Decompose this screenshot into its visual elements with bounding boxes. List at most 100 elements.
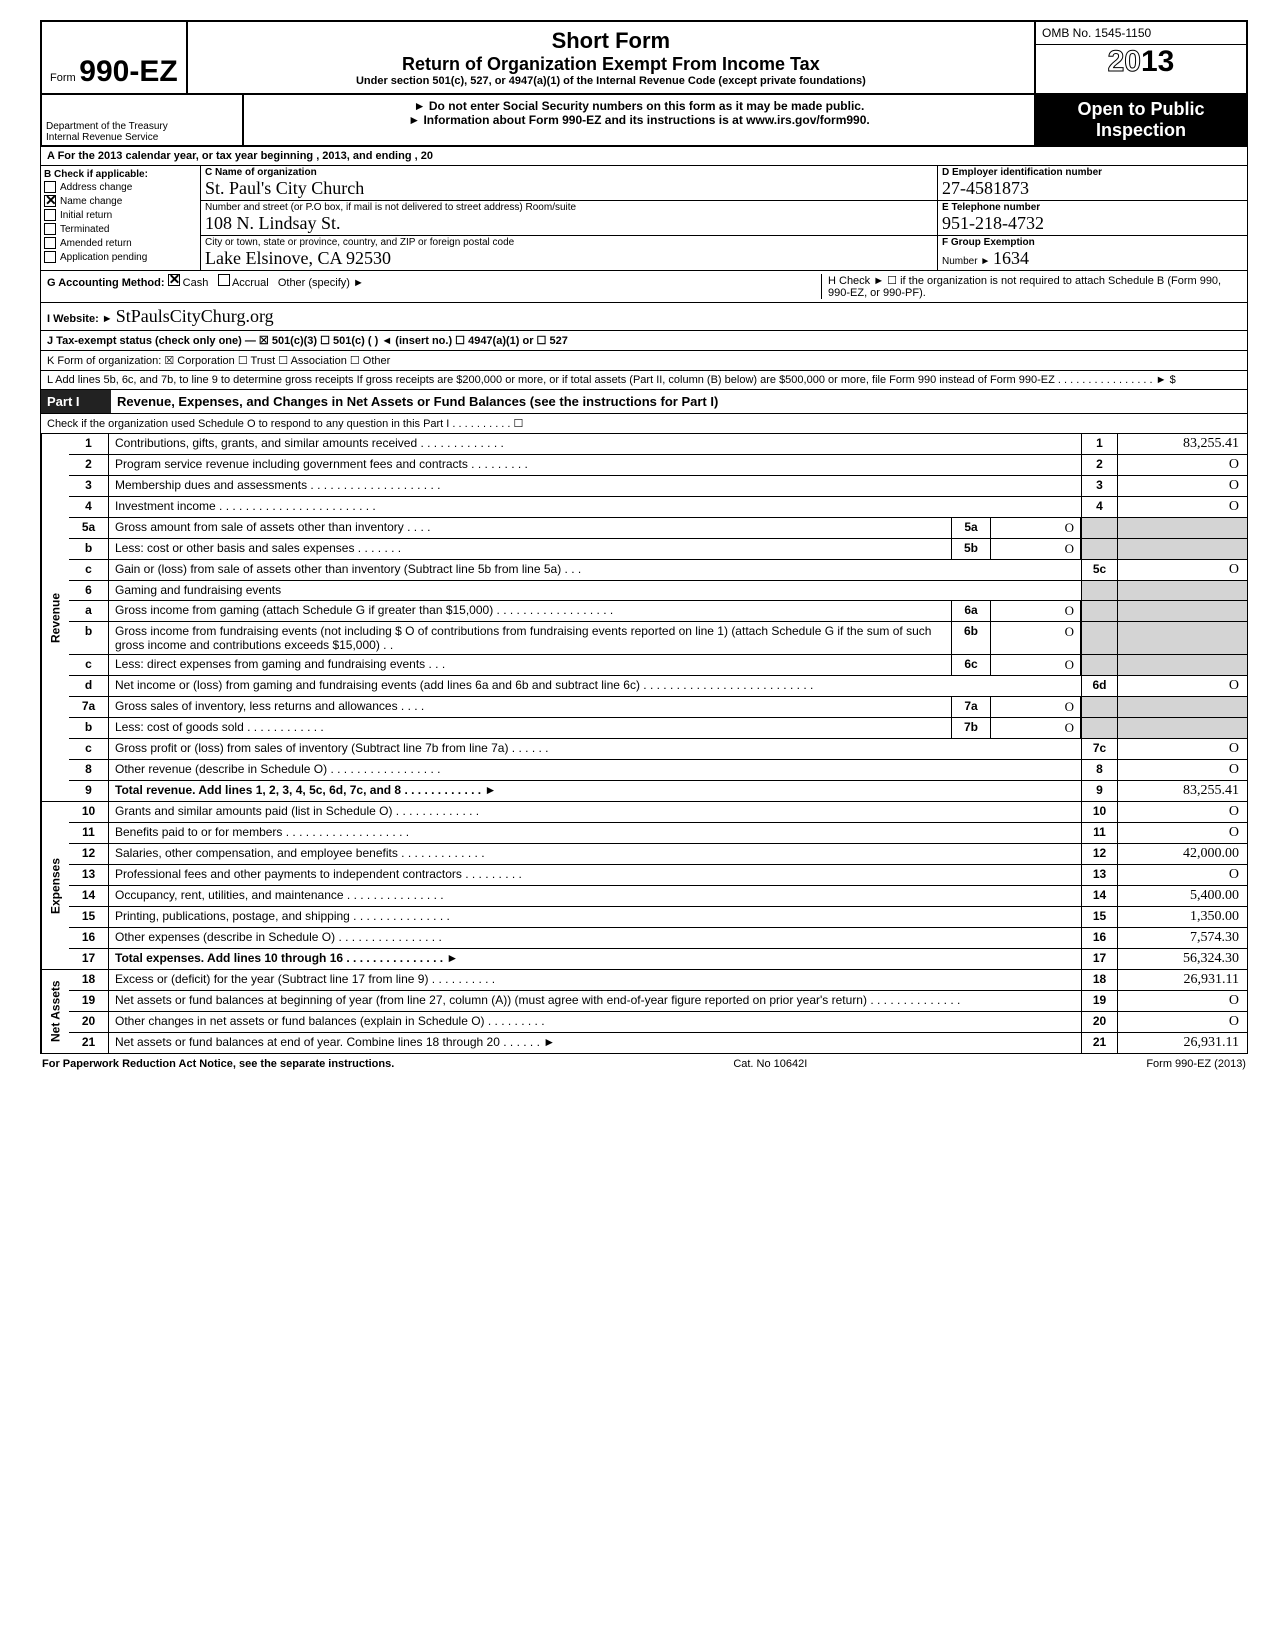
title-box: Short Form Return of Organization Exempt… — [188, 22, 1036, 93]
chk-amended-return[interactable]: Amended return — [44, 236, 197, 250]
chk-name-change[interactable]: Name change — [44, 194, 197, 208]
part1-checkline: Check if the organization used Schedule … — [40, 414, 1248, 434]
row-8: 8 Other revenue (describe in Schedule O)… — [69, 759, 1247, 780]
accrual-label: Accrual — [232, 277, 269, 289]
footer-mid: Cat. No 10642I — [733, 1058, 807, 1070]
row-2: 2 Program service revenue including gove… — [69, 454, 1247, 475]
section-b: B Check if applicable: Address change Na… — [41, 166, 201, 270]
omb-number: OMB No. 1545-1150 — [1036, 22, 1246, 45]
row-7c: c Gross profit or (loss) from sales of i… — [69, 738, 1247, 759]
row-3: 3 Membership dues and assessments . . . … — [69, 475, 1247, 496]
row-7b: b Less: cost of goods sold . . . . . . .… — [69, 717, 1247, 738]
line-g-label: G Accounting Method: — [47, 277, 165, 289]
org-city-label: City or town, state or province, country… — [205, 237, 933, 248]
line-k: K Form of organization: ☒ Corporation ☐ … — [40, 351, 1248, 371]
row-15: 15 Printing, publications, postage, and … — [69, 906, 1247, 927]
chk-cash[interactable] — [168, 274, 180, 286]
chk-terminated[interactable]: Terminated — [44, 222, 197, 236]
open-public: Open to Public — [1040, 99, 1242, 120]
cash-label: Cash — [183, 277, 209, 289]
row-5a: 5a Gross amount from sale of assets othe… — [69, 517, 1247, 538]
row-14: 14 Occupancy, rent, utilities, and maint… — [69, 885, 1247, 906]
org-addr-row: Number and street (or P.O box, if mail i… — [201, 201, 937, 236]
row-6b: b Gross income from fundraising events (… — [69, 621, 1247, 654]
row-12: 12 Salaries, other compensation, and emp… — [69, 843, 1247, 864]
revenue-block: Revenue 1 Contributions, gifts, grants, … — [40, 434, 1248, 802]
title-under: Under section 501(c), 527, or 4947(a)(1)… — [198, 75, 1024, 87]
form-number-box: Form 990-EZ — [42, 22, 188, 93]
row-1-rn: 1 — [1081, 434, 1117, 454]
dept-line1: Department of the Treasury — [46, 121, 238, 132]
row-21: 21 Net assets or fund balances at end of… — [69, 1032, 1247, 1053]
row-6: 6 Gaming and fundraising events — [69, 580, 1247, 600]
line-j: J Tax-exempt status (check only one) — ☒… — [40, 331, 1248, 351]
right-box: OMB No. 1545-1150 20201313 — [1036, 22, 1246, 93]
notice-info: ► Information about Form 990-EZ and its … — [250, 113, 1028, 127]
line-g: G Accounting Method: Cash Accrual Other … — [47, 274, 821, 299]
line-i: I Website: ► StPaulsCityChurg.org — [40, 303, 1248, 331]
row-10: 10 Grants and similar amounts paid (list… — [69, 802, 1247, 822]
notice-ssn: ► Do not enter Social Security numbers o… — [250, 99, 1028, 113]
public-notice-row: Department of the Treasury Internal Reve… — [40, 95, 1248, 147]
row-1: 1 Contributions, gifts, grants, and simi… — [69, 434, 1247, 454]
row-6d: d Net income or (loss) from gaming and f… — [69, 675, 1247, 696]
org-addr-label: Number and street (or P.O box, if mail i… — [205, 202, 933, 213]
row-18: 18 Excess or (deficit) for the year (Sub… — [69, 970, 1247, 990]
chk-address-change[interactable]: Address change — [44, 180, 197, 194]
row-4: 4 Investment income . . . . . . . . . . … — [69, 496, 1247, 517]
row-5c: c Gain or (loss) from sale of assets oth… — [69, 559, 1247, 580]
org-addr-value: 108 N. Lindsay St. — [205, 213, 933, 234]
section-de: D Employer identification number 27-4581… — [937, 166, 1247, 270]
line-h: H Check ► ☐ if the organization is not r… — [821, 274, 1241, 299]
row-5b: b Less: cost or other basis and sales ex… — [69, 538, 1247, 559]
row-13: 13 Professional fees and other payments … — [69, 864, 1247, 885]
tax-year: 20201313 — [1036, 45, 1246, 79]
expenses-side-label: Expenses — [41, 802, 69, 969]
row-1-num: 1 — [69, 434, 109, 454]
part1-header-row: Part I Revenue, Expenses, and Changes in… — [40, 390, 1248, 414]
phone-row: E Telephone number 951-218-4732 — [938, 201, 1247, 236]
form-prefix: Form — [50, 72, 76, 84]
group-exemption-row: F Group Exemption Number ► 1634 — [938, 236, 1247, 270]
footer-row: For Paperwork Reduction Act Notice, see … — [40, 1054, 1248, 1074]
ein-value: 27-4581873 — [942, 178, 1243, 199]
org-city-row: City or town, state or province, country… — [201, 236, 937, 270]
part1-label: Part I — [41, 390, 111, 413]
row-7a: 7a Gross sales of inventory, less return… — [69, 696, 1247, 717]
public-notices: ► Do not enter Social Security numbers o… — [244, 95, 1036, 145]
group-exemption-label2: Number ► — [942, 256, 990, 267]
footer-left: For Paperwork Reduction Act Notice, see … — [42, 1058, 394, 1070]
ein-label: D Employer identification number — [942, 167, 1243, 178]
org-name-value: St. Paul's City Church — [205, 178, 933, 199]
chk-accrual[interactable] — [218, 274, 230, 286]
chk-initial-return[interactable]: Initial return — [44, 208, 197, 222]
phone-label: E Telephone number — [942, 202, 1243, 213]
entity-info-block: B Check if applicable: Address change Na… — [40, 166, 1248, 271]
netassets-block: Net Assets 18 Excess or (deficit) for th… — [40, 970, 1248, 1054]
inspection: Inspection — [1040, 120, 1242, 141]
dept-line2: Internal Revenue Service — [46, 132, 238, 143]
line-g-h: G Accounting Method: Cash Accrual Other … — [40, 271, 1248, 303]
org-name-label: C Name of organization — [205, 167, 933, 178]
netassets-side-label: Net Assets — [41, 970, 69, 1053]
line-a: A For the 2013 calendar year, or tax yea… — [40, 147, 1248, 166]
website-label: I Website: ► — [47, 313, 113, 325]
title-return: Return of Organization Exempt From Incom… — [198, 54, 1024, 75]
org-name-row: C Name of organization St. Paul's City C… — [201, 166, 937, 201]
part1-title: Revenue, Expenses, and Changes in Net As… — [111, 390, 1247, 413]
org-city-value: Lake Elsinove, CA 92530 — [205, 248, 933, 269]
section-b-header: B Check if applicable: — [44, 169, 197, 180]
group-exemption-value: 1634 — [993, 248, 1029, 268]
row-16: 16 Other expenses (describe in Schedule … — [69, 927, 1247, 948]
chk-application-pending[interactable]: Application pending — [44, 250, 197, 264]
row-11: 11 Benefits paid to or for members . . .… — [69, 822, 1247, 843]
ein-row: D Employer identification number 27-4581… — [938, 166, 1247, 201]
revenue-side-label: Revenue — [41, 434, 69, 801]
row-9: 9 Total revenue. Add lines 1, 2, 3, 4, 5… — [69, 780, 1247, 801]
row-20: 20 Other changes in net assets or fund b… — [69, 1011, 1247, 1032]
row-17: 17 Total expenses. Add lines 10 through … — [69, 948, 1247, 969]
open-public-box: Open to Public Inspection — [1036, 95, 1246, 145]
other-label: Other (specify) ► — [278, 277, 364, 289]
row-1-desc: Contributions, gifts, grants, and simila… — [109, 434, 1081, 454]
row-6c: c Less: direct expenses from gaming and … — [69, 654, 1247, 675]
